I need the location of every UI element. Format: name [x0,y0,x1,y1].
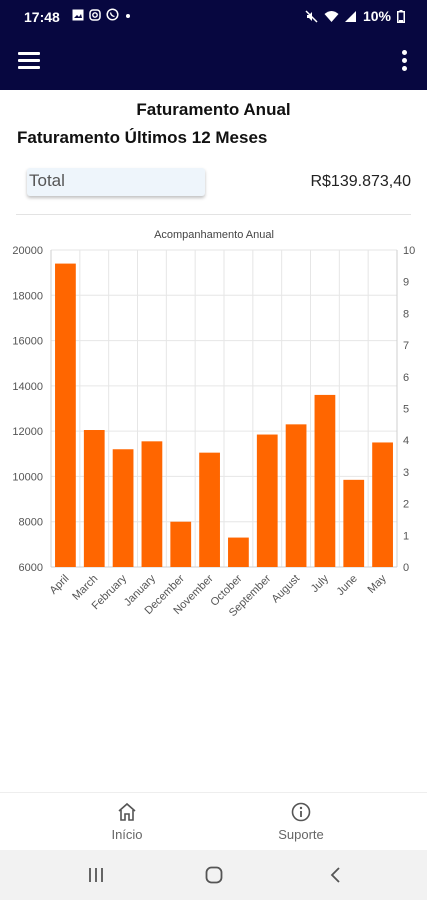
bar-december [170,521,192,567]
bar-february [112,449,134,567]
y-tick-label: 18000 [12,290,43,302]
bar-july [314,394,336,567]
battery-icon [397,9,405,23]
back-icon[interactable] [326,865,346,885]
y2-tick-label: 7 [403,340,409,352]
x-tick-label: July [309,572,332,595]
status-time: 17:48 [24,9,60,25]
system-navigation-bar [0,850,427,900]
nav-label-inicio: Início [111,827,143,842]
y2-tick-label: 10 [403,245,415,257]
x-tick-label: April [47,573,71,597]
y-tick-label: 20000 [12,245,43,257]
bar-may [372,442,393,567]
y-tick-label: 16000 [12,336,43,348]
annual-bar-chart: Acompanhamento Anual 6000 8000 10000 12000 1… [12,229,415,619]
x-tick-label: May [366,572,390,596]
wifi-icon [324,10,339,22]
y-tick-label: 10000 [12,471,43,483]
y-tick-label: 6000 [19,562,43,574]
whatsapp-icon [106,8,119,21]
chart-title: Acompanhamento Anual [154,229,274,241]
nav-item-inicio[interactable]: Início [67,801,187,842]
bar-march [83,430,105,567]
section-title: Faturamento Últimos 12 Meses [17,128,268,147]
nav-label-suporte: Suporte [278,827,324,842]
y2-tick-label: 6 [403,372,409,384]
info-icon [291,802,311,822]
y2-tick-label: 3 [403,467,409,479]
image-icon [72,9,84,20]
y-tick-label: 8000 [19,517,43,529]
battery-percentage: 10% [362,8,391,24]
x-tick-label: August [270,573,303,606]
hamburger-menu-icon[interactable] [18,52,40,72]
bar-april [55,263,76,567]
home-icon [118,802,136,821]
total-field: Total [27,168,205,196]
system-status-icons: 10% [305,8,405,24]
y2-tick-label: 4 [403,435,409,447]
instagram-icon [89,8,101,21]
divider [16,214,411,215]
bar-june [343,479,365,567]
bar-january [141,441,163,567]
signal-icon [344,10,356,22]
y2-tick-label: 0 [403,562,409,574]
y2-tick-label: 1 [403,530,409,542]
notification-icons [72,8,132,21]
page-title: Faturamento Anual [136,100,291,119]
x-tick-label: June [335,573,360,598]
y-tick-label: 14000 [12,381,43,393]
y2-tick-label: 8 [403,308,409,320]
bar-october [228,537,249,567]
dot-icon [126,13,130,18]
more-vert-icon[interactable] [399,50,409,76]
y-tick-label: 12000 [12,426,43,438]
status-bar: 17:48 10% [0,0,427,34]
recent-apps-icon[interactable] [86,865,106,885]
bar-september [256,434,278,567]
y2-tick-label: 9 [403,277,409,289]
y2-tick-label: 5 [403,404,409,416]
bottom-navigation: Início Suporte [0,792,427,850]
total-value: R$139.873,40 [310,173,411,190]
home-circle-icon[interactable] [204,865,224,885]
bar-november [199,452,220,567]
y2-tick-label: 2 [403,499,409,511]
bar-august [285,424,307,567]
nav-item-suporte[interactable]: Suporte [241,801,361,842]
app-bar [0,34,427,90]
mute-icon [305,9,318,23]
